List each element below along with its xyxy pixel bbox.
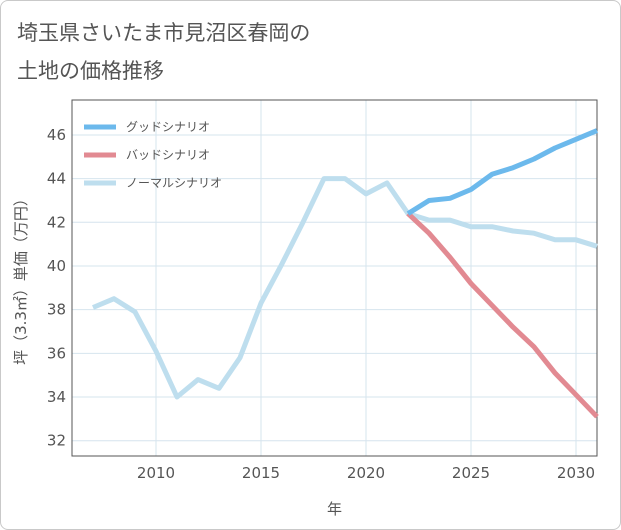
y-tick-label: 36: [47, 344, 66, 362]
y-tick-label: 38: [47, 301, 66, 319]
series-line-good: [406, 128, 598, 216]
y-tick-label: 42: [47, 213, 66, 231]
chart-title: 埼玉県さいたま市見沼区春岡の 土地の価格推移: [17, 14, 310, 90]
y-tick-label: 34: [47, 388, 66, 406]
y-axis-label: 坪（3.3㎡）単価（万円）: [12, 191, 30, 365]
x-axis-label: 年: [327, 500, 342, 518]
legend-label-normal: ノーマルシナリオ: [126, 176, 222, 190]
series-line-bad: [406, 211, 599, 419]
legend-label-good: グッドシナリオ: [126, 120, 210, 134]
x-tick-label: 2010: [137, 464, 175, 482]
y-tick-label: 44: [47, 170, 66, 188]
series-lines: [92, 128, 599, 419]
plot-area: [71, 99, 598, 457]
y-tick-label: 46: [47, 126, 66, 144]
x-tick-label: 2025: [452, 464, 490, 482]
y-axis-ticks: 32 34 36 38 40 42 44 46: [47, 126, 66, 450]
x-tick-label: 2015: [242, 464, 280, 482]
y-tick-label: 32: [47, 432, 66, 450]
title-line-2: 土地の価格推移: [17, 59, 164, 83]
series-line-normal: [92, 176, 598, 400]
x-tick-label: 2020: [347, 464, 385, 482]
x-tick-label: 2030: [557, 464, 595, 482]
x-axis-ticks: 2010 2015 2020 2025 2030: [137, 464, 595, 482]
title-line-1: 埼玉県さいたま市見沼区春岡の: [17, 21, 311, 45]
legend-label-bad: バッドシナリオ: [126, 148, 210, 162]
y-tick-label: 40: [47, 257, 66, 275]
